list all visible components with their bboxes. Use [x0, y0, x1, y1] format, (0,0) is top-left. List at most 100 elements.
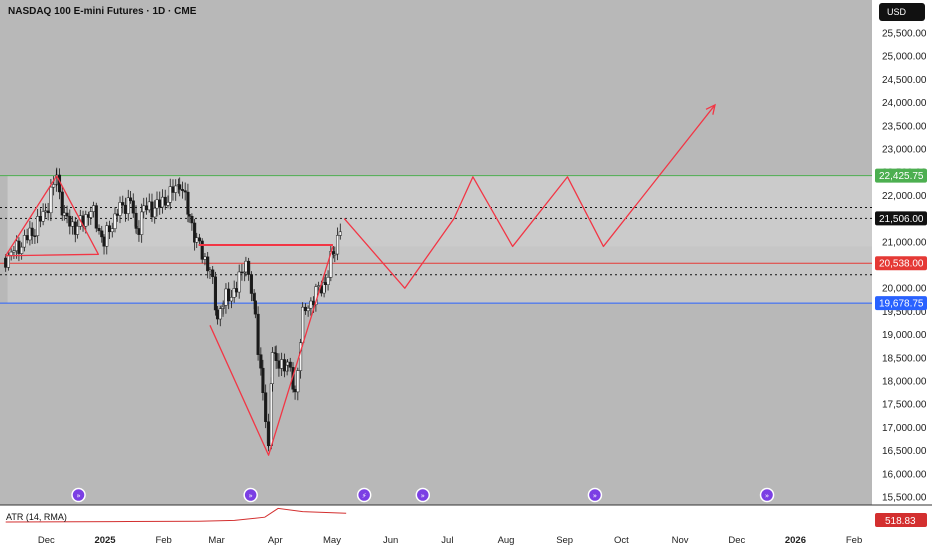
dividend-event-icon[interactable] — [243, 487, 258, 503]
candle-body — [215, 309, 220, 320]
x-tick-label: Mar — [208, 535, 224, 546]
candle-body — [309, 300, 313, 309]
candle-body — [187, 214, 191, 217]
candle-body — [60, 191, 64, 216]
candle-body — [105, 225, 109, 247]
candle-body — [206, 256, 210, 272]
drawing-projection — [343, 104, 716, 289]
candle-body — [163, 196, 167, 206]
candle-body — [323, 282, 327, 285]
candle-body — [68, 215, 72, 227]
candle-body — [244, 260, 248, 273]
candle-body — [131, 200, 135, 214]
candle-body — [288, 361, 292, 368]
candle-body — [232, 288, 236, 298]
dividend-event-icon[interactable] — [587, 487, 603, 503]
y-tick-label: 19,500.00 — [882, 307, 927, 318]
candle-body — [65, 212, 69, 217]
candle-body — [134, 226, 138, 229]
dividend-event-icon[interactable] — [71, 487, 86, 503]
candle-body — [253, 300, 257, 315]
atr-value-tag — [875, 513, 927, 527]
y-tick-label: 25,500.00 — [882, 29, 927, 40]
candle-body — [9, 251, 13, 256]
candle-body — [261, 367, 265, 393]
dividend-event-icon[interactable] — [759, 487, 775, 503]
currency-button[interactable]: USD — [879, 3, 925, 21]
candle-body — [144, 205, 149, 211]
candle-body — [229, 297, 233, 302]
candle-body — [285, 361, 290, 366]
candle-body — [126, 197, 130, 214]
candle-body — [306, 307, 310, 312]
price-level-tag — [875, 211, 927, 226]
candle-body — [178, 184, 182, 190]
y-tick-label: 16,500.00 — [882, 446, 927, 457]
y-tick-label: 23,000.00 — [882, 145, 927, 156]
candle-body — [155, 199, 159, 209]
chart-title: NASDAQ 100 E-mini Futures · 1D · CME — [8, 6, 197, 17]
candle-body — [213, 276, 217, 311]
candle-body — [46, 210, 50, 214]
y-tick-label: 24,000.00 — [882, 98, 927, 109]
candle-body — [270, 352, 274, 384]
candle-body — [121, 202, 125, 206]
candle-body — [12, 250, 16, 253]
candle-body — [153, 207, 157, 218]
range-zone — [7, 246, 872, 304]
candle-body — [62, 212, 66, 216]
price-level-tag-label: 21,506.00 — [879, 214, 924, 225]
event-glyph: » — [765, 492, 769, 500]
x-tick-label: 2025 — [94, 535, 116, 546]
split-event-icon[interactable] — [356, 487, 372, 503]
candle-body — [293, 388, 297, 393]
candle-body — [97, 228, 101, 232]
price-level-tag-label: 19,678.75 — [879, 299, 924, 310]
y-tick-label: 17,000.00 — [882, 423, 927, 434]
candle-body — [259, 354, 263, 369]
candle-body — [227, 288, 231, 302]
candle-body — [36, 216, 40, 236]
candle-body — [166, 202, 170, 206]
candle-body — [240, 271, 244, 274]
candle-body — [89, 211, 93, 218]
candle-body — [140, 211, 144, 235]
candle-body — [128, 197, 133, 202]
y-tick-label: 17,500.00 — [882, 400, 927, 411]
dividend-event-icon[interactable] — [415, 487, 431, 503]
candle-body — [333, 253, 337, 256]
price-axis-panel — [872, 0, 932, 550]
event-glyph: ⚡ — [362, 492, 367, 500]
x-tick-label: Feb — [155, 535, 171, 546]
candle-body — [190, 215, 194, 224]
candle-body — [267, 442, 271, 447]
candle-body — [49, 186, 53, 214]
candle-body — [137, 228, 141, 235]
candle-body — [317, 285, 321, 287]
candle-body — [168, 186, 172, 203]
candle-body — [142, 205, 146, 213]
candle-body — [221, 305, 225, 307]
candle-body — [113, 213, 117, 229]
y-tick-label: 22,000.00 — [882, 191, 927, 202]
y-tick-label: 21,000.00 — [882, 237, 927, 248]
y-tick-label: 15,500.00 — [882, 493, 927, 504]
projection-arrowhead — [705, 103, 716, 115]
candle-body — [234, 288, 238, 293]
candle-body — [277, 360, 281, 369]
x-tick-label: Nov — [672, 535, 689, 546]
candle-body — [180, 189, 184, 191]
x-tick-label: May — [323, 535, 341, 546]
candle-body — [274, 353, 278, 361]
price-level-tag — [875, 168, 927, 183]
event-glyph: » — [421, 492, 425, 500]
x-tick-label: Sep — [556, 535, 573, 546]
candle-body — [224, 288, 228, 306]
candle-body — [100, 230, 104, 238]
candle-body — [208, 269, 212, 272]
candle-body — [25, 235, 29, 241]
candle-body — [38, 216, 42, 222]
candle-body — [264, 392, 268, 422]
candle-body — [41, 211, 45, 222]
